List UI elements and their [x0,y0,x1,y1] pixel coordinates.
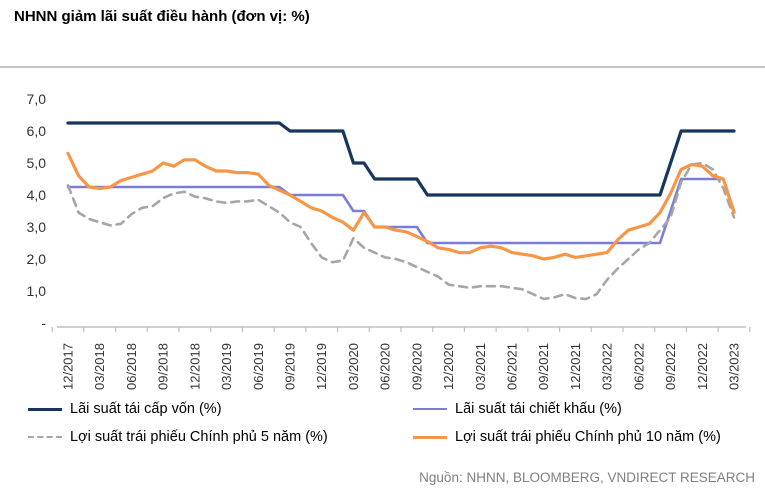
legend-label-refinancing: Lãi suất tái cấp vốn (%) [70,401,222,417]
x-tick-label: 03/2019 [219,343,234,390]
x-tick-label: 09/2021 [536,343,551,390]
x-tick-label: 06/2022 [631,343,646,390]
x-tick-label: 12/2017 [61,343,76,390]
y-tick-label: 5,0 [27,155,47,171]
y-tick-label: - [41,315,46,331]
legend-item-rediscount: Lãi suất tái chiết khấu (%) [413,398,748,420]
legend-item-bond5y: Lợi suất trái phiếu Chính phủ 5 năm (%) [28,426,413,448]
chart-legend: Lãi suất tái cấp vốn (%) Lãi suất tái ch… [28,398,748,448]
x-tick-label: 06/2019 [251,343,266,390]
series-line-refinancing [66,121,736,197]
x-tick-label: 03/2021 [473,343,488,390]
x-tick-label: 06/2021 [505,343,520,390]
x-tick-label: 09/2019 [283,343,298,390]
series-line-rediscount [66,177,736,245]
y-tick-label: 7,0 [27,91,47,107]
source-caption: Nguồn: NHNN, BLOOMBERG, VNDIRECT RESEARC… [419,470,755,485]
x-tick-label: 09/2022 [663,343,678,390]
legend-item-bond10y: Lợi suất trái phiếu Chính phủ 10 năm (%) [413,426,748,448]
legend-item-refinancing: Lãi suất tái cấp vốn (%) [28,398,413,420]
series-line-bond10y [66,151,736,261]
x-tick-label: 12/2022 [695,343,710,390]
y-tick-label: 2,0 [27,251,47,267]
legend-swatch-rediscount [413,408,447,410]
legend-label-bond5y: Lợi suất trái phiếu Chính phủ 5 năm (%) [70,429,328,445]
title-divider [0,66,765,68]
y-tick-label: 4,0 [27,187,47,203]
x-tick-label: 03/2020 [346,343,361,390]
series-line-bond5y [66,161,736,301]
chart-title: NHNN giảm lãi suất điều hành (đơn vị: %) [14,8,310,25]
legend-swatch-bond5y [28,436,62,438]
legend-swatch-bond10y [413,435,447,439]
x-tick-label: 03/2023 [727,343,742,390]
legend-label-bond10y: Lợi suất trái phiếu Chính phủ 10 năm (%) [455,429,721,445]
y-tick-label: 6,0 [27,123,47,139]
legend-swatch-refinancing [28,407,62,411]
chart-svg: 7,0 6,0 5,0 4,0 3,0 2,0 1,0 -12/2017 03/2018 06/2… [27,91,751,390]
x-tick-label: 12/2019 [314,343,329,390]
x-tick-label: 03/2022 [600,343,615,390]
y-tick-label: 1,0 [27,283,47,299]
x-tick-label: 12/2021 [568,343,583,390]
y-tick-label: 3,0 [27,219,47,235]
x-tick-label: 06/2020 [378,343,393,390]
x-tick-label: 03/2018 [92,343,107,390]
x-tick-label: 09/2018 [156,343,171,390]
x-tick-label: 09/2020 [409,343,424,390]
x-tick-label: 12/2018 [187,343,202,390]
legend-label-rediscount: Lãi suất tái chiết khấu (%) [455,401,622,417]
x-tick-label: 06/2018 [124,343,139,390]
x-tick-label: 12/2020 [441,343,456,390]
